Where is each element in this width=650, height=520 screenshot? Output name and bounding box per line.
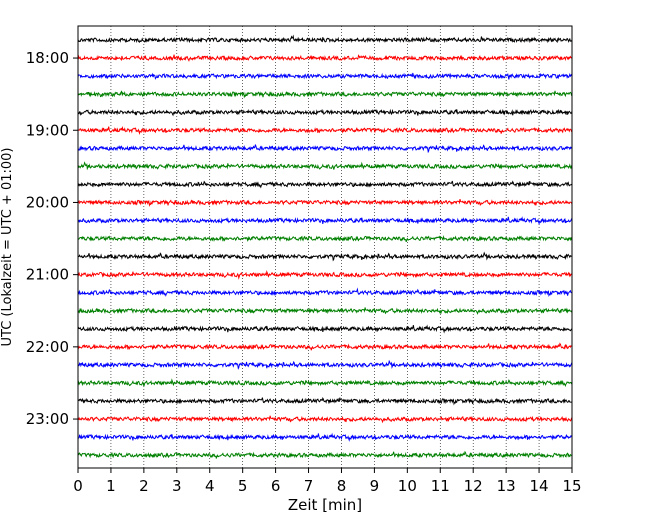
x-tick-label: 8: [337, 477, 347, 495]
x-tick-label: 14: [530, 477, 549, 495]
y-axis-title: UTC (Lokalzeit = UTC + 01:00): [0, 148, 15, 347]
seismogram-trace: [77, 143, 573, 154]
seismogram-trace: [77, 287, 573, 298]
x-axis-title: Zeit [min]: [288, 496, 362, 514]
x-tick-label: 5: [238, 477, 248, 495]
x-tick-label: 2: [139, 477, 149, 495]
seismogram-trace: [77, 54, 573, 62]
plot-frame-border: [77, 25, 573, 469]
x-tick-label: 13: [497, 477, 516, 495]
seismogram-trace: [77, 251, 573, 262]
x-tick-label: 11: [431, 477, 450, 495]
seismogram-trace: [77, 234, 573, 243]
seismogram-trace: [77, 359, 573, 370]
seismogram-trace: [77, 450, 573, 459]
y-axis-ticks: 18:00 19:00 20:00 21:00 22:00 23:00: [26, 49, 78, 428]
seismogram-trace: [77, 307, 573, 315]
seismogram-trace: [77, 324, 573, 334]
x-tick-label: 1: [106, 477, 116, 495]
x-tick-label: 15: [562, 477, 581, 495]
seismogram-trace: [77, 180, 573, 189]
y-tick-label: 18:00: [26, 49, 69, 67]
y-tick-label: 20:00: [26, 193, 69, 211]
plot-frame: [77, 25, 573, 469]
seismogram-trace: [77, 432, 573, 442]
seismogram-trace: [77, 415, 573, 424]
seismogram-trace: [77, 199, 573, 207]
x-tick-label: 0: [73, 477, 83, 495]
x-tick-label: 9: [370, 477, 380, 495]
x-tick-label: 4: [205, 477, 215, 495]
y-tick-label: 21:00: [26, 266, 69, 284]
seismogram-trace: [77, 270, 573, 280]
x-tick-label: 12: [464, 477, 483, 495]
x-axis-ticks: 0 1 2 3 4 5 6 7 8 9 10 11 12 13 14 15: [73, 468, 582, 495]
x-tick-label: 6: [271, 477, 281, 495]
y-tick-label: 19:00: [26, 121, 69, 139]
plot-area: [77, 25, 573, 469]
seismogram-trace: [77, 378, 573, 388]
seismogram-trace: [77, 34, 573, 44]
y-tick-label: 22:00: [26, 338, 69, 356]
seismogram-trace: [77, 396, 573, 406]
seismogram-trace: [77, 90, 573, 99]
seismogram-trace: [77, 108, 573, 117]
x-tick-label: 3: [172, 477, 182, 495]
seismogram-trace: [77, 72, 573, 80]
seismogram-trace: [77, 342, 573, 351]
y-tick-label: 23:00: [26, 410, 69, 428]
x-tick-label: 7: [304, 477, 314, 495]
x-tick-label: 10: [398, 477, 417, 495]
seismogram-trace: [77, 161, 573, 171]
seismogram-trace: [77, 216, 573, 226]
seismogram-trace: [77, 125, 573, 135]
traces: [77, 34, 573, 459]
